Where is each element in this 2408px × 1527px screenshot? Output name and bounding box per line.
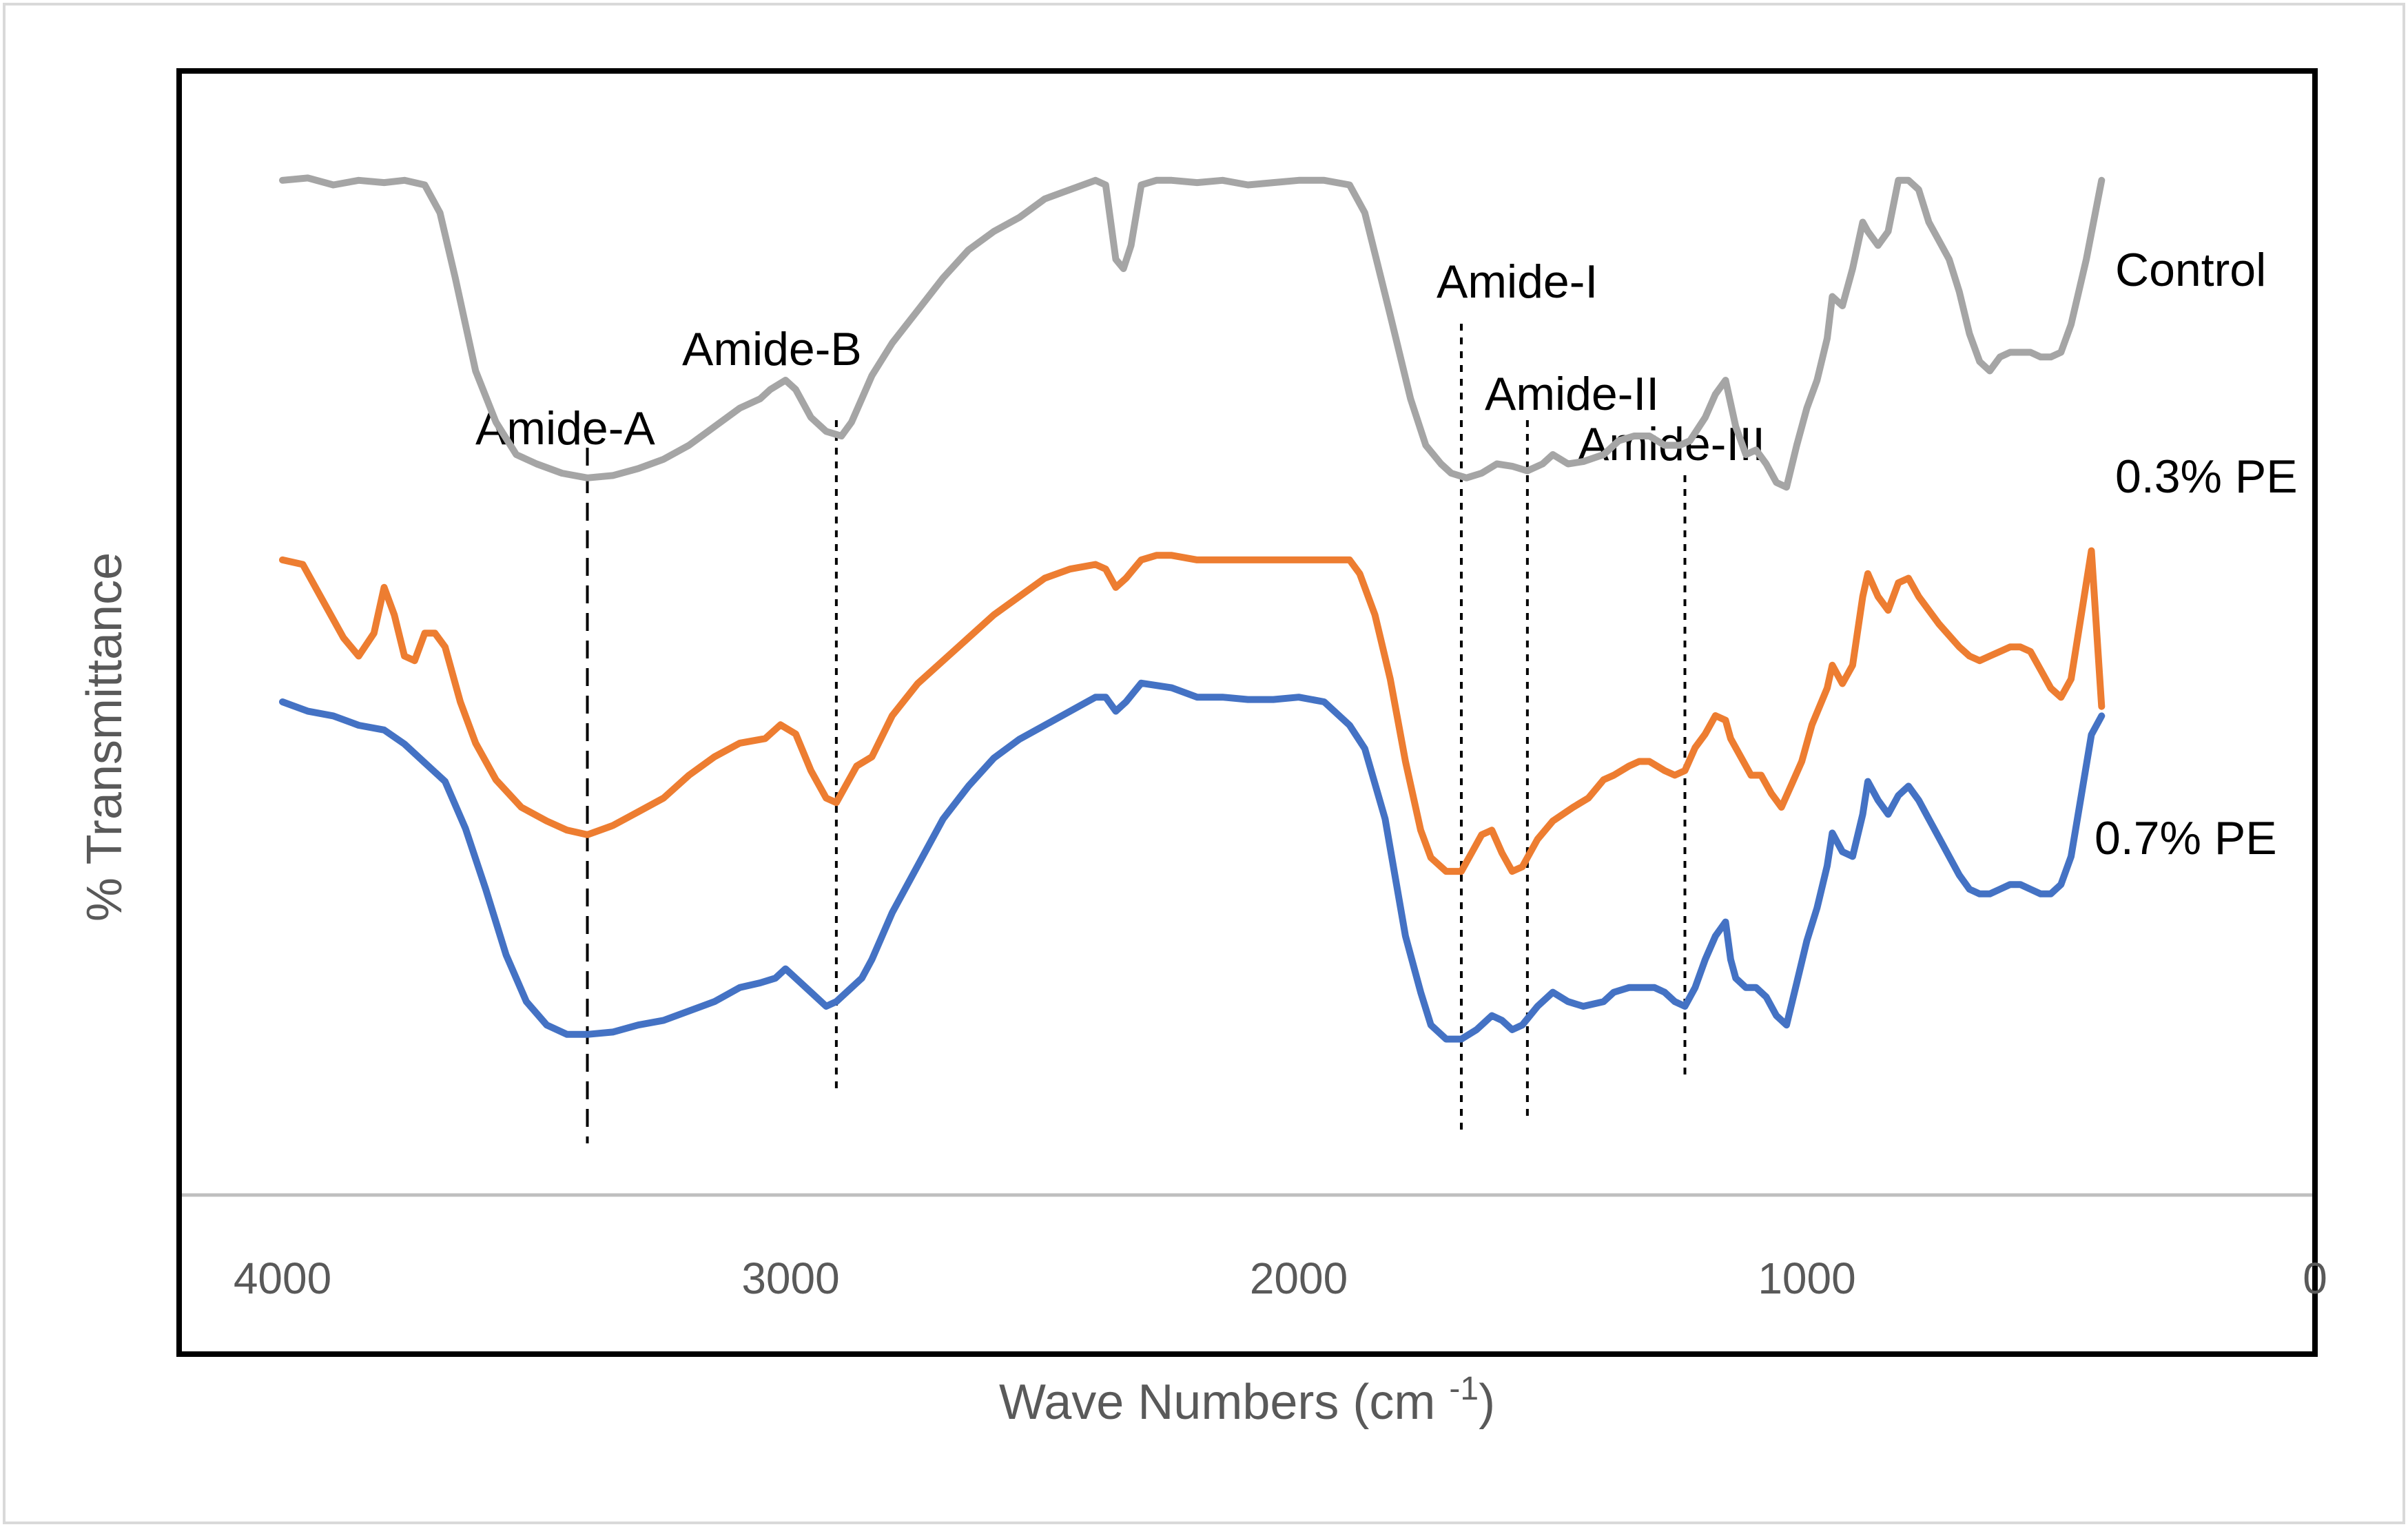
series-label-0-3-pe: 0.3% PE: [2115, 450, 2298, 503]
series-label-control: Control: [2115, 244, 2266, 296]
x-tick-label-3000: 3000: [741, 1254, 839, 1303]
x-tick-label-0: 0: [2303, 1254, 2327, 1303]
x-axis-title: Wave Numbers (cm -1): [999, 1371, 1495, 1430]
series-labels: Control 0.3% PE 0.7% PE: [2095, 244, 2298, 864]
annotation-label-amide-ii: Amide-II: [1485, 368, 1659, 420]
annotation-label-amide-a: Amide-A: [475, 402, 655, 455]
x-tick-labels: 4000 3000 2000 1000 0: [234, 1254, 2327, 1303]
y-axis-title: % Transmittance: [77, 552, 132, 922]
series-line-0-3-pe: [279, 547, 2106, 875]
annotation-label-amide-b: Amide-B: [682, 323, 862, 375]
x-tick-label-4000: 4000: [234, 1254, 331, 1303]
annotation-label-amide-i: Amide-I: [1437, 256, 1598, 308]
series-line-control: [279, 174, 2106, 491]
x-tick-label-1000: 1000: [1758, 1254, 1855, 1303]
spectra-series: [279, 174, 2106, 1043]
series-label-0-7-pe: 0.7% PE: [2095, 812, 2277, 864]
series-line-0-7-pe: [279, 679, 2106, 1043]
plot-area: [176, 68, 2318, 1357]
x-tick-label-2000: 2000: [1250, 1254, 1348, 1303]
